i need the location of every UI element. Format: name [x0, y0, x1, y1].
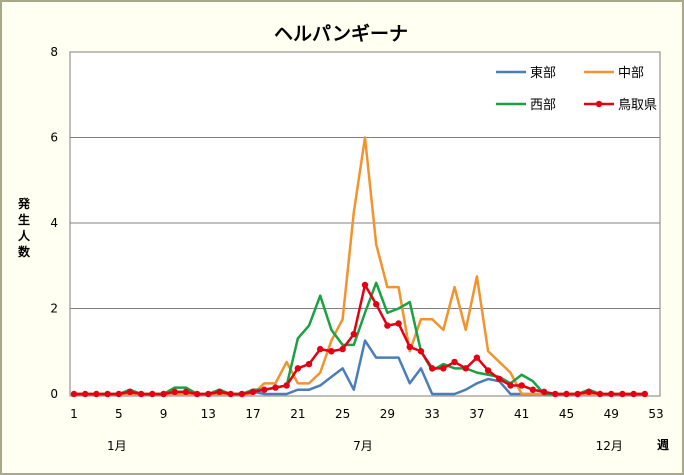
y-label-char: 生 — [18, 212, 30, 227]
data-point — [529, 386, 537, 393]
data-point — [428, 365, 436, 372]
legend-label: 東部 — [530, 65, 556, 81]
data-point — [205, 390, 212, 398]
x-tick-label: 45 — [559, 407, 574, 421]
x-tick-label: 53 — [648, 407, 663, 421]
data-point — [137, 390, 145, 398]
data-point — [552, 390, 559, 398]
data-point — [317, 345, 324, 353]
data-point — [261, 386, 268, 393]
data-point — [619, 390, 626, 398]
month-labels: 1月 7月 12月 — [107, 439, 623, 453]
data-point — [518, 382, 525, 389]
data-point — [70, 390, 78, 398]
x-tick-label: 41 — [514, 407, 529, 421]
legend-label: 西部 — [530, 98, 556, 113]
x-tick-label: 17 — [245, 407, 260, 421]
month-label: 7月 — [353, 439, 373, 453]
y-tick-label: 4 — [50, 216, 58, 230]
x-axis-label: 週 — [657, 437, 669, 452]
x-tick-label: 37 — [469, 407, 484, 421]
data-point — [193, 390, 201, 398]
data-point — [249, 388, 257, 396]
y-tick-label: 8 — [50, 45, 58, 59]
x-tick-label: 9 — [160, 407, 168, 421]
y-tick-label: 0 — [50, 387, 58, 401]
data-point — [608, 390, 615, 398]
x-tick-label: 29 — [380, 407, 395, 421]
data-point — [417, 348, 425, 355]
data-point — [160, 390, 167, 398]
data-point — [227, 390, 234, 398]
data-point — [540, 388, 548, 396]
x-tick-label: 13 — [201, 407, 216, 421]
data-point — [473, 354, 481, 361]
data-point — [272, 384, 279, 391]
x-tick-label: 25 — [335, 407, 350, 421]
data-point — [328, 348, 335, 355]
y-label-char: 人 — [18, 228, 31, 243]
legend-label: 鳥取県 — [618, 98, 657, 113]
series-lines — [70, 136, 649, 398]
x-tick-label: 49 — [604, 407, 619, 421]
data-point — [294, 365, 302, 372]
month-label: 12月 — [596, 439, 623, 453]
data-point — [630, 390, 637, 398]
data-point — [563, 390, 570, 398]
plot-area — [69, 51, 661, 397]
data-point — [406, 343, 413, 351]
data-point — [149, 390, 156, 398]
x-tick-label: 33 — [425, 407, 440, 421]
data-point — [507, 382, 514, 389]
data-point — [305, 360, 313, 368]
chart-title: ヘルパンギーナ — [274, 23, 408, 45]
y-tick-label: 2 — [50, 302, 58, 316]
data-point — [496, 375, 503, 383]
legend-label: 中部 — [618, 66, 644, 81]
x-tick-label: 1 — [70, 407, 78, 421]
y-label-char: 発 — [17, 196, 31, 211]
data-point — [216, 388, 223, 396]
data-point — [384, 322, 391, 329]
series-line — [74, 283, 645, 396]
month-label: 1月 — [107, 439, 127, 453]
data-point — [126, 388, 134, 396]
x-axis-tick-labels: 1 5 9 13 17 21 25 29 33 37 41 45 49 53 — [70, 407, 663, 421]
data-point — [115, 390, 122, 398]
y-tick-label: 6 — [50, 131, 58, 145]
data-point — [395, 320, 402, 327]
x-tick-label: 5 — [115, 407, 123, 421]
y-label-char: 数 — [18, 244, 31, 259]
data-point — [93, 390, 100, 398]
data-point — [440, 365, 447, 372]
data-point — [104, 390, 111, 398]
data-point — [585, 388, 593, 396]
data-point — [372, 301, 380, 308]
x-tick-label: 21 — [290, 407, 305, 421]
y-axis-tick-labels: 0 2 4 6 8 — [50, 45, 58, 401]
data-point — [81, 390, 89, 398]
data-point — [451, 358, 458, 366]
data-point — [641, 390, 649, 398]
data-point — [182, 388, 190, 396]
data-point — [350, 330, 358, 338]
data-point — [462, 365, 469, 372]
data-point — [574, 390, 581, 398]
data-point — [339, 345, 346, 353]
data-point — [484, 367, 492, 374]
legend-marker — [595, 100, 603, 108]
data-point — [171, 388, 178, 396]
data-point — [283, 382, 290, 389]
data-point — [361, 281, 369, 289]
data-point — [596, 390, 604, 398]
data-point — [238, 390, 246, 398]
